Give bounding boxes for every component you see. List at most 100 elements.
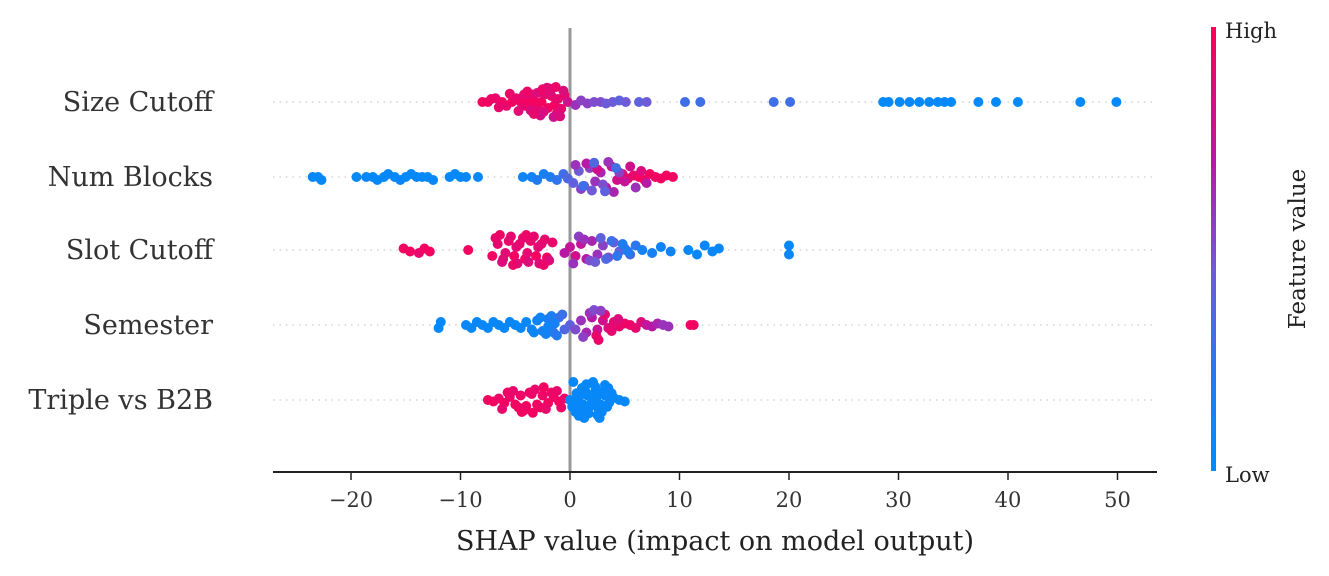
shap-point	[515, 390, 526, 401]
shap-point	[549, 318, 560, 329]
shap-point	[588, 377, 598, 387]
shap-point	[612, 251, 623, 261]
shap-point	[533, 242, 544, 252]
shap-point	[581, 158, 592, 169]
shap-point	[630, 182, 641, 193]
shap-point	[619, 176, 630, 187]
x-tick-label: 10	[666, 488, 693, 512]
shap-point	[568, 178, 579, 188]
shap-point	[973, 97, 984, 107]
shap-point	[589, 157, 600, 168]
shap-point	[1012, 97, 1023, 107]
shap-point	[597, 240, 608, 251]
shap-point	[537, 390, 548, 401]
shap-point	[535, 312, 546, 323]
feature-label: Triple vs B2B	[28, 385, 213, 416]
shap-point	[606, 236, 617, 246]
shap-point	[570, 251, 581, 261]
shap-point	[768, 97, 779, 107]
shap-point	[570, 160, 581, 170]
shap-point	[785, 97, 796, 107]
shap-point	[565, 242, 575, 252]
shap-point	[634, 97, 644, 107]
x-tick-label: 20	[776, 488, 803, 512]
feature-labels: Size Cutoff Num Blocks Slot Cutoff Semester…	[28, 87, 214, 416]
shap-point	[528, 327, 539, 338]
shap-point	[562, 97, 573, 107]
shap-point	[521, 317, 532, 327]
shap-point	[606, 326, 617, 336]
shap-point	[924, 97, 935, 107]
shap-point	[594, 413, 605, 423]
shap-point	[531, 251, 542, 261]
shap-point	[1111, 97, 1122, 107]
shap-point	[532, 175, 543, 185]
shap-point	[556, 402, 567, 413]
shap-point	[608, 187, 619, 197]
shap-point	[1075, 97, 1086, 107]
shap-point	[623, 246, 633, 257]
shap-point	[435, 317, 446, 327]
feature-label: Size Cutoff	[63, 87, 215, 118]
shap-point	[647, 248, 658, 258]
shap-point	[620, 97, 631, 107]
shap-point	[558, 85, 569, 96]
x-tick-label: −20	[329, 488, 373, 512]
shap-point	[568, 258, 579, 269]
x-tick-label: 50	[1104, 488, 1131, 512]
shap-point	[494, 230, 505, 240]
shap-point	[505, 231, 516, 242]
shap-point	[655, 242, 666, 252]
shap-point	[611, 163, 621, 173]
shap-point	[557, 309, 568, 320]
shap-point	[523, 257, 534, 267]
shap-point	[511, 242, 522, 252]
shap-point	[461, 172, 471, 182]
shap-point	[590, 176, 601, 187]
shap-point	[914, 97, 925, 107]
shap-point	[405, 246, 416, 257]
shap-point	[528, 231, 539, 242]
shap-point	[535, 402, 546, 413]
shap-point	[688, 320, 699, 330]
shap-point	[502, 387, 513, 398]
shap-point	[500, 248, 511, 258]
shap-point	[601, 254, 612, 264]
shap-point	[497, 404, 508, 414]
shap-point	[522, 86, 533, 97]
shap-point	[665, 246, 676, 257]
shap-point	[904, 97, 915, 107]
data-points	[307, 82, 1122, 423]
shap-point	[637, 245, 648, 255]
shap-point	[550, 82, 561, 92]
shap-point	[522, 248, 533, 258]
shap-point	[527, 407, 538, 418]
shap-point	[351, 172, 362, 182]
shap-point	[547, 237, 558, 248]
shap-point	[600, 186, 610, 197]
shap-point	[546, 311, 557, 321]
shap-point	[551, 330, 562, 341]
shap-point	[586, 236, 597, 246]
shap-point	[692, 249, 702, 260]
shap-point	[603, 157, 614, 167]
shap-point	[576, 315, 586, 326]
x-tick-label: 0	[563, 488, 576, 512]
shap-point	[641, 97, 652, 107]
shap-point	[513, 106, 524, 116]
shap-point	[586, 185, 597, 196]
shap-point	[473, 172, 483, 182]
shap-point	[540, 329, 551, 339]
shap-point	[625, 161, 636, 172]
shap-point	[593, 335, 604, 345]
shap-point	[991, 97, 1001, 107]
shap-point	[497, 257, 508, 267]
shap-point	[595, 233, 606, 243]
shap-point	[619, 396, 630, 407]
shap-point	[784, 240, 794, 251]
shap-point	[641, 178, 652, 188]
shap-point	[538, 260, 549, 270]
shap-point	[579, 413, 590, 423]
shap-point	[517, 172, 528, 182]
